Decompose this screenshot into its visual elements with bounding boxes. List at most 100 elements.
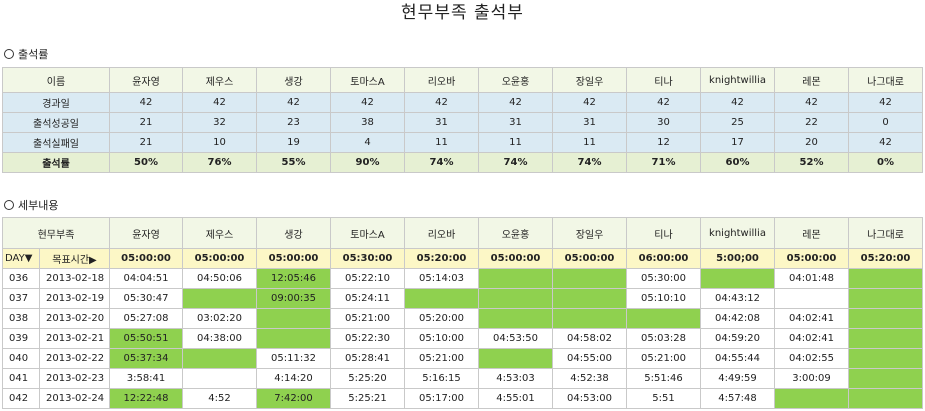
member-header: 장일우 [552,67,627,93]
time-cell [478,288,553,309]
member-header: 나그대로 [848,67,923,93]
day-cell: 040 [2,348,40,369]
goal-time-cell: 05:00:00 [182,248,257,269]
date-cell: 2013-02-18 [39,268,110,289]
table-cell: 42 [256,92,331,113]
time-cell: 5:16:15 [404,368,479,389]
member-header: 리오바 [404,217,479,249]
page-title: 현무부족 출석부 [401,3,524,23]
table-row: 042 2013-02-24 12:22:48 4:52 7:42:00 5:25:21 0… [2,388,923,409]
table-cell: 42 [552,92,627,113]
day-cell: 038 [2,308,40,329]
time-cell: 05:50:51 [109,328,183,349]
time-cell: 05:03:28 [626,328,701,349]
time-cell [848,268,923,289]
time-cell [848,288,923,309]
member-header: 제우스 [182,67,257,93]
member-header: 토마스A [330,67,405,93]
time-cell: 04:58:02 [552,328,627,349]
time-cell [848,308,923,329]
table-cell: 21 [109,132,183,153]
time-cell: 04:55:44 [700,348,775,369]
goal-time-label: 목표시간▶ [39,248,110,269]
time-cell: 12:05:46 [256,268,331,289]
time-cell [552,288,627,309]
time-cell: 05:21:00 [330,308,405,329]
date-cell: 2013-02-19 [39,288,110,309]
day-cell: 037 [2,288,40,309]
time-cell [478,348,553,369]
member-header: 생강 [256,67,331,93]
goal-time-cell: 05:30:00 [330,248,405,269]
table-cell: 21 [109,112,183,133]
row-label: 출석실패일 [2,132,110,153]
time-cell [552,308,627,329]
table-cell: 12 [626,132,701,153]
table-cell: 30 [626,112,701,133]
day-sort-header: DAY▼ [2,248,40,269]
time-cell: 4:49:59 [700,368,775,389]
date-cell: 2013-02-22 [39,348,110,369]
table-row: 040 2013-02-22 05:37:34 05:11:32 05:28:41 05:… [2,348,923,369]
table-row: 출석성공일 21 32 23 38 31 31 31 30 25 22 0 [2,112,923,133]
table-cell: 17 [700,132,775,153]
table-cell: 90% [330,152,405,173]
time-cell: 5:25:21 [330,388,405,409]
section-attendance-label: 출석률 [18,48,49,61]
member-header: 장일우 [552,217,627,249]
detail-table: 현무부족 윤자영 제우스 생강 토마스A 리오바 오윤홍 장일우 티나 knightwillia 레… [2,217,923,409]
row-label: 경과일 [2,92,110,113]
table-cell: 55% [256,152,331,173]
time-cell: 05:10:10 [626,288,701,309]
goal-time-cell: 05:00:00 [478,248,553,269]
table-row: 037 2013-02-19 05:30:47 09:00:35 05:24:11 05:… [2,288,923,309]
table-row: 출석률 50% 76% 55% 90% 74% 74% 74% 71% 60% 52% 0% [2,152,923,173]
time-cell: 03:02:20 [182,308,257,329]
time-cell: 4:53:03 [478,368,553,389]
time-cell [848,328,923,349]
time-cell: 05:22:10 [330,268,405,289]
day-cell: 042 [2,388,40,409]
table-cell: 31 [404,112,479,133]
member-header: 나그대로 [848,217,923,249]
table-cell: 42 [109,92,183,113]
time-cell: 04:42:08 [700,308,775,329]
name-header: 이름 [2,67,110,93]
time-cell: 5:51 [626,388,701,409]
member-header: 티나 [626,67,701,93]
date-cell: 2013-02-21 [39,328,110,349]
table-cell: 42 [478,92,553,113]
time-cell: 05:14:03 [404,268,479,289]
table-row: 경과일 42 42 42 42 42 42 42 42 42 42 42 [2,92,923,113]
time-cell: 05:10:00 [404,328,479,349]
time-cell: 04:02:41 [774,308,849,329]
time-cell: 04:50:06 [182,268,257,289]
time-cell: 04:53:50 [478,328,553,349]
table-header-row: 이름 윤자영 제우스 생강 토마스A 리오바 오윤홍 장일우 티나 knightwillia 레몬 나… [2,67,923,93]
goal-time-row: DAY▼ 목표시간▶ 05:00:00 05:00:00 05:00:00 05:30:0… [2,248,923,269]
member-header: 티나 [626,217,701,249]
section-detail-label: 세부내용 [18,199,59,212]
time-cell: 5:51:46 [626,368,701,389]
time-cell [848,368,923,389]
date-cell: 2013-02-20 [39,308,110,329]
time-cell: 04:38:00 [182,328,257,349]
table-cell: 0 [848,112,923,133]
row-label: 출석성공일 [2,112,110,133]
date-cell: 2013-02-24 [39,388,110,409]
tribe-header: 현무부족 [2,217,110,249]
table-cell: 74% [478,152,553,173]
member-header: 토마스A [330,217,405,249]
table-cell: 76% [182,152,257,173]
circle-icon [4,200,14,210]
table-cell: 52% [774,152,849,173]
table-cell: 42 [626,92,701,113]
time-cell: 04:02:41 [774,328,849,349]
table-cell: 50% [109,152,183,173]
table-cell: 42 [848,132,923,153]
table-row: 038 2013-02-20 05:27:08 03:02:20 05:21:00 05:… [2,308,923,329]
time-cell: 09:00:35 [256,288,331,309]
time-cell: 05:27:08 [109,308,183,329]
table-cell: 10 [182,132,257,153]
member-header: 윤자영 [109,217,183,249]
